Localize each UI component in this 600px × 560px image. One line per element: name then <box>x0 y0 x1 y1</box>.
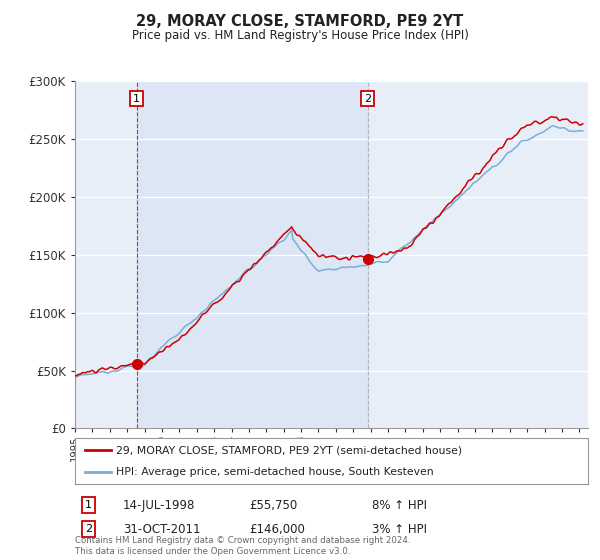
Text: £55,750: £55,750 <box>249 498 297 512</box>
Text: 1: 1 <box>133 94 140 104</box>
Text: £146,000: £146,000 <box>249 522 305 536</box>
Text: 2: 2 <box>364 94 371 104</box>
Text: 1: 1 <box>85 500 92 510</box>
Text: 2: 2 <box>85 524 92 534</box>
Text: HPI: Average price, semi-detached house, South Kesteven: HPI: Average price, semi-detached house,… <box>116 468 434 478</box>
Text: 8% ↑ HPI: 8% ↑ HPI <box>372 498 427 512</box>
Text: 29, MORAY CLOSE, STAMFORD, PE9 2YT: 29, MORAY CLOSE, STAMFORD, PE9 2YT <box>136 14 464 29</box>
Text: Contains HM Land Registry data © Crown copyright and database right 2024.
This d: Contains HM Land Registry data © Crown c… <box>75 536 410 556</box>
Bar <box>137 81 368 428</box>
Text: 14-JUL-1998: 14-JUL-1998 <box>123 498 196 512</box>
Text: 31-OCT-2011: 31-OCT-2011 <box>123 522 200 536</box>
Text: 3% ↑ HPI: 3% ↑ HPI <box>372 522 427 536</box>
Text: Price paid vs. HM Land Registry's House Price Index (HPI): Price paid vs. HM Land Registry's House … <box>131 29 469 42</box>
Text: 29, MORAY CLOSE, STAMFORD, PE9 2YT (semi-detached house): 29, MORAY CLOSE, STAMFORD, PE9 2YT (semi… <box>116 445 462 455</box>
